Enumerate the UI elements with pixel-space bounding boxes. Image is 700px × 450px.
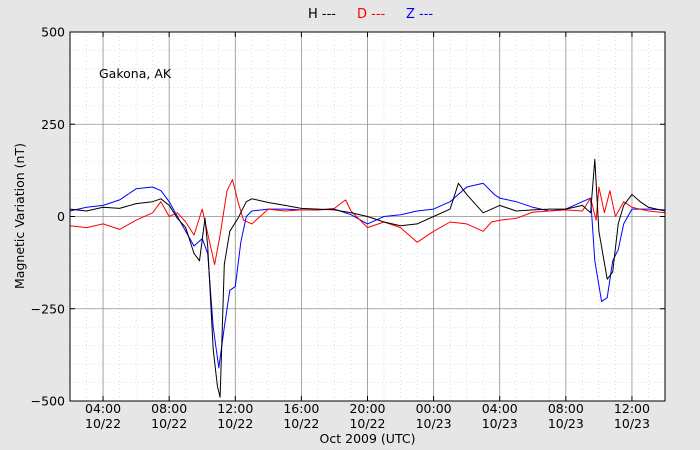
- legend: H --- D --- Z ---: [308, 7, 433, 22]
- y-axis-label: Magnetic Variation (nT): [12, 143, 27, 289]
- x-tick-label-date: 10/23: [614, 416, 650, 431]
- legend-entry-z: Z ---: [406, 7, 433, 22]
- x-tick-label-date: 10/22: [85, 416, 121, 431]
- y-tick-label: 0: [57, 209, 65, 224]
- series-z-line: [69, 182, 666, 369]
- y-tick-label: 250: [41, 117, 65, 132]
- y-tick-label: −250: [31, 301, 65, 316]
- x-tick-label-date: 10/23: [548, 416, 584, 431]
- x-axis-label: Oct 2009 (UTC): [320, 431, 416, 446]
- x-tick-label-time: 20:00: [349, 401, 385, 416]
- y-tick-label: −500: [31, 394, 65, 409]
- x-tick-label-time: 08:00: [548, 401, 584, 416]
- series-d-line: [69, 179, 666, 265]
- x-tick-label-date: 10/23: [416, 416, 452, 431]
- x-tick-label-time: 12:00: [614, 401, 650, 416]
- x-tick-label-time: 16:00: [283, 401, 319, 416]
- station-annotation: Gakona, AK: [99, 66, 172, 81]
- x-tick-label-time: 04:00: [85, 401, 121, 416]
- series-h-line: [69, 158, 666, 398]
- x-tick-label-time: 12:00: [217, 401, 253, 416]
- series-layer: [69, 158, 666, 398]
- x-tick-label-time: 08:00: [151, 401, 187, 416]
- legend-entry-h: H ---: [308, 7, 336, 22]
- legend-entry-d: D ---: [357, 7, 386, 22]
- x-tick-label-date: 10/23: [482, 416, 518, 431]
- x-tick-label-date: 10/22: [349, 416, 385, 431]
- x-tick-label-date: 10/22: [283, 416, 319, 431]
- x-tick-label-date: 10/22: [217, 416, 253, 431]
- x-tick-label-time: 04:00: [482, 401, 518, 416]
- x-tick-label-time: 00:00: [416, 401, 452, 416]
- y-tick-label: 500: [41, 25, 65, 40]
- x-tick-label-date: 10/22: [151, 416, 187, 431]
